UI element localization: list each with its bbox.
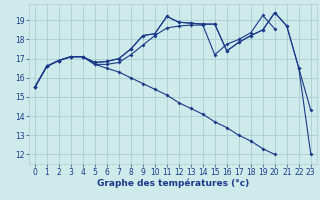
X-axis label: Graphe des températures (°c): Graphe des températures (°c) [97,179,249,188]
